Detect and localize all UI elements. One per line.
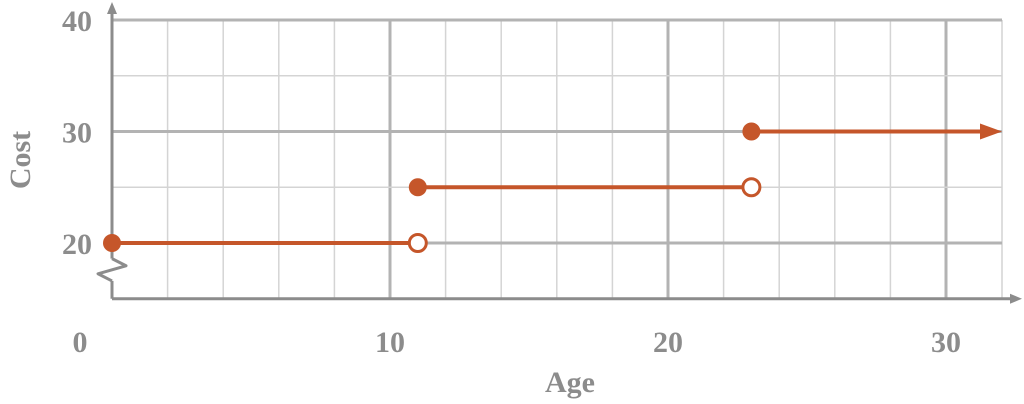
axes [96,2,1022,304]
x-axis-arrow [1010,293,1022,304]
y-tick-label: 30 [62,117,92,150]
open-endpoint [407,233,428,253]
x-tick-label: 0 [73,326,88,359]
grid [112,18,1003,299]
x-tick-label: 10 [375,326,405,359]
x-tick-label: 30 [931,326,961,359]
x-tick-label: 20 [653,326,683,359]
tick-labels: 0 10 20 30 20 30 40 [62,5,961,359]
continuation-arrow [980,123,1002,140]
closed-endpoint [103,234,121,252]
y-axis-break-mark [96,257,128,283]
y-tick-label: 40 [62,5,92,38]
open-endpoint [741,177,762,198]
chart-marks [103,122,1002,253]
x-axis-title: Age [545,366,595,399]
y-axis-arrow [107,2,117,14]
closed-endpoint [408,178,427,197]
closed-endpoint [742,122,761,141]
y-tick-label: 20 [62,228,92,261]
y-axis-title: Cost [4,131,37,189]
